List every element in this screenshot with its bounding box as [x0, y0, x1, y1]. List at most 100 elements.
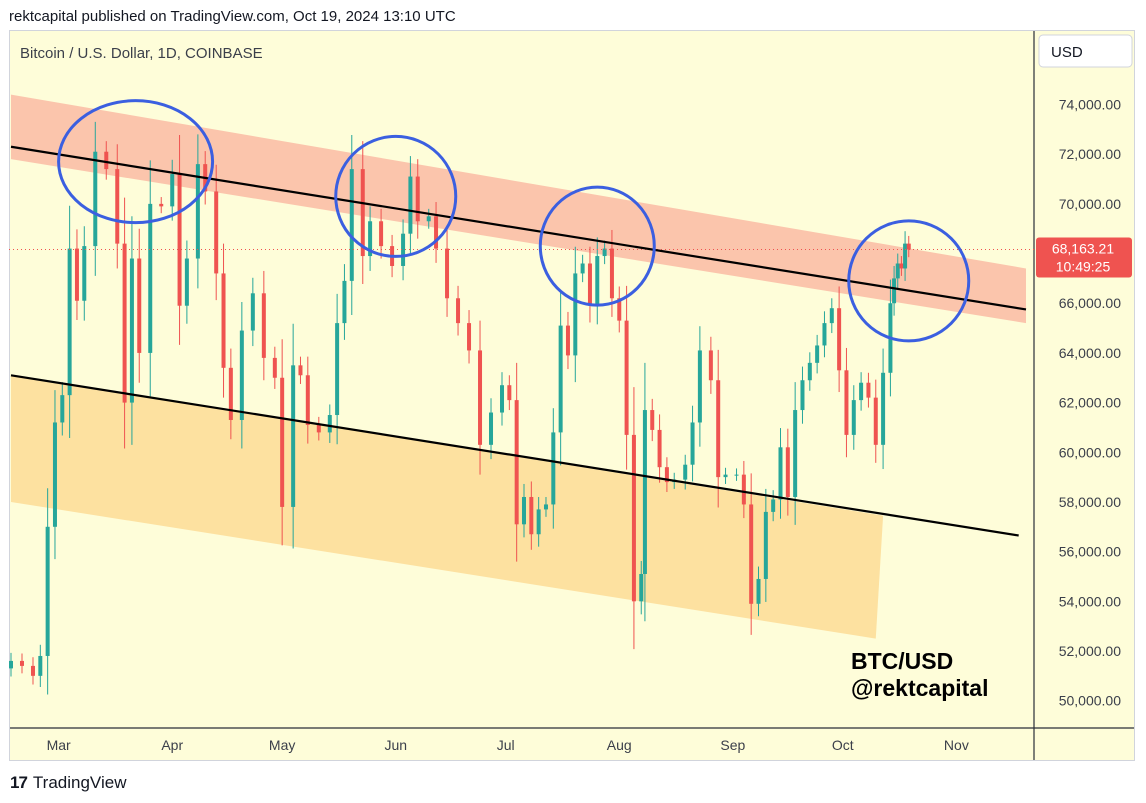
time-tick-label: May — [269, 737, 295, 753]
candle-body — [708, 350, 713, 381]
price-chart[interactable]: 50,000.00 52,000.00 54,000.00 56,000.00 58,0… — [9, 30, 1135, 761]
candle-body — [536, 509, 541, 535]
candle-body — [697, 350, 702, 423]
candle — [514, 362, 519, 562]
candle-body — [280, 377, 285, 507]
candle — [587, 246, 592, 323]
candle-body — [837, 308, 842, 371]
candle — [639, 560, 644, 615]
candle — [52, 390, 57, 560]
tradingview-logo-icon: 17 — [10, 773, 28, 792]
candle-body — [844, 370, 849, 435]
candle-body — [379, 221, 384, 247]
candle — [521, 483, 526, 538]
candle — [291, 323, 296, 549]
candle-body — [602, 248, 607, 257]
candle — [122, 197, 127, 449]
candle-body — [239, 330, 244, 420]
chart-container[interactable]: 50,000.00 52,000.00 54,000.00 56,000.00 58,0… — [9, 30, 1135, 761]
last-price-tag: 68,163.21 10:49:25 — [1036, 237, 1132, 278]
candle-body — [580, 263, 585, 274]
candle-body — [52, 422, 57, 527]
time-axis[interactable]: Mar Apr May Jun Jul Aug Sep Oct Nov — [47, 737, 969, 753]
candle-body — [93, 151, 98, 247]
watermark-line2: @rektcapital — [851, 675, 988, 701]
chart-border — [9, 30, 1135, 761]
candle — [892, 265, 897, 316]
candle — [434, 202, 439, 263]
time-tick-label: Jul — [497, 737, 515, 753]
price-tick-label: 62,000.00 — [1059, 395, 1121, 411]
candle-body — [551, 432, 556, 505]
candle — [793, 382, 798, 525]
candle-body — [272, 357, 277, 378]
candle-body — [565, 325, 570, 356]
candle-body — [650, 410, 655, 430]
candle-body — [489, 412, 494, 445]
candle — [723, 467, 728, 484]
price-tick-label: 70,000.00 — [1059, 196, 1121, 212]
price-tick-label: 54,000.00 — [1059, 593, 1121, 609]
candle — [829, 298, 834, 334]
candle — [368, 206, 373, 271]
price-tick-label: 50,000.00 — [1059, 693, 1121, 709]
candle — [93, 121, 98, 276]
candle — [342, 264, 347, 340]
candle — [170, 159, 175, 221]
candle — [45, 488, 50, 695]
candle-body — [170, 174, 175, 207]
candle — [316, 416, 321, 441]
currency-button[interactable]: USD — [1038, 34, 1133, 68]
candle-body — [609, 248, 614, 299]
candle — [851, 385, 856, 450]
candle-body — [327, 415, 332, 433]
candle-body — [434, 216, 439, 249]
candle-body — [82, 246, 87, 301]
candle-body — [749, 504, 754, 604]
candle-body — [122, 243, 127, 403]
candle — [298, 356, 303, 384]
last-price-tag-box — [1036, 237, 1132, 278]
candle — [697, 326, 702, 447]
candle-body — [906, 243, 911, 250]
candle-body — [892, 278, 897, 304]
price-tick-label: 52,000.00 — [1059, 643, 1121, 659]
candle — [67, 205, 72, 438]
candle-body — [38, 655, 43, 676]
candle — [129, 216, 134, 445]
candle — [741, 460, 746, 519]
candle — [866, 372, 871, 408]
last-price-value: 68,163.21 — [1052, 241, 1114, 257]
candle-body — [60, 395, 65, 423]
candle-body — [291, 365, 296, 507]
candle — [602, 240, 607, 265]
candle — [595, 237, 600, 325]
candle-body — [899, 263, 904, 269]
candle-body — [617, 298, 622, 321]
candle — [683, 454, 688, 490]
price-tick-label: 64,000.00 — [1059, 345, 1121, 361]
candle — [360, 141, 365, 284]
candle-body — [500, 385, 505, 413]
candle-body — [793, 410, 798, 497]
candle — [631, 387, 636, 650]
candle-body — [19, 660, 24, 666]
candle-body — [690, 422, 695, 465]
time-tick-label: Aug — [607, 737, 632, 753]
candle — [489, 398, 494, 460]
highlight-circle — [538, 185, 656, 307]
candle — [115, 144, 120, 269]
candle — [379, 208, 384, 259]
candle — [159, 197, 164, 214]
candle — [906, 235, 911, 258]
price-axis-background — [1034, 30, 1135, 728]
candle-body — [415, 176, 420, 222]
candle-body — [741, 474, 746, 505]
currency-button-label: USD — [1051, 44, 1083, 61]
candle — [822, 311, 827, 358]
candle-body — [716, 380, 721, 478]
candle-body — [573, 273, 578, 356]
tradingview-footer[interactable]: 17 TradingView — [10, 773, 126, 793]
price-tick-label: 74,000.00 — [1059, 97, 1121, 113]
highlight-circle — [57, 99, 215, 225]
